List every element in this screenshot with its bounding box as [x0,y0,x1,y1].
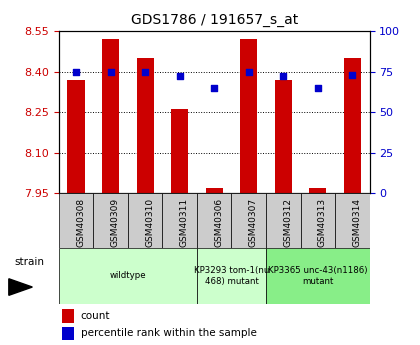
Point [315,85,321,91]
Bar [240,39,257,193]
Bar [301,193,335,248]
Bar [59,193,93,248]
Bar [62,327,74,340]
Bar [68,80,85,193]
Bar [266,193,301,248]
Bar [231,193,266,248]
Bar [59,248,197,304]
Bar [93,193,128,248]
Text: KP3293 tom-1(nu
468) mutant: KP3293 tom-1(nu 468) mutant [194,266,269,286]
Text: GSM40309: GSM40309 [110,198,120,247]
Bar [171,109,188,193]
Point [176,74,183,79]
Point [142,69,149,74]
Text: GSM40313: GSM40313 [318,198,327,247]
Bar [309,188,326,193]
Bar [275,80,292,193]
Text: KP3365 unc-43(n1186)
mutant: KP3365 unc-43(n1186) mutant [268,266,368,286]
Text: GSM40312: GSM40312 [283,198,292,247]
Text: wildtype: wildtype [110,272,146,280]
Text: strain: strain [14,257,45,267]
Bar [163,193,197,248]
Point [245,69,252,74]
Point [73,69,79,74]
Title: GDS1786 / 191657_s_at: GDS1786 / 191657_s_at [131,13,298,27]
Point [280,74,286,79]
Bar [335,193,370,248]
Bar [205,188,223,193]
Text: percentile rank within the sample: percentile rank within the sample [81,328,257,338]
Point [349,72,356,78]
Point [211,85,218,91]
Text: GSM40306: GSM40306 [214,198,223,247]
Point [107,69,114,74]
Bar [197,248,266,304]
Text: GSM40307: GSM40307 [249,198,258,247]
Bar [62,309,74,323]
Bar [136,58,154,193]
Bar [344,58,361,193]
Text: GSM40308: GSM40308 [76,198,85,247]
Text: GSM40314: GSM40314 [352,198,361,247]
Text: GSM40311: GSM40311 [180,198,189,247]
Text: count: count [81,311,110,321]
Text: GSM40310: GSM40310 [145,198,154,247]
Bar [266,248,370,304]
Bar [128,193,163,248]
Polygon shape [9,279,32,295]
Bar [197,193,231,248]
Bar [102,39,119,193]
